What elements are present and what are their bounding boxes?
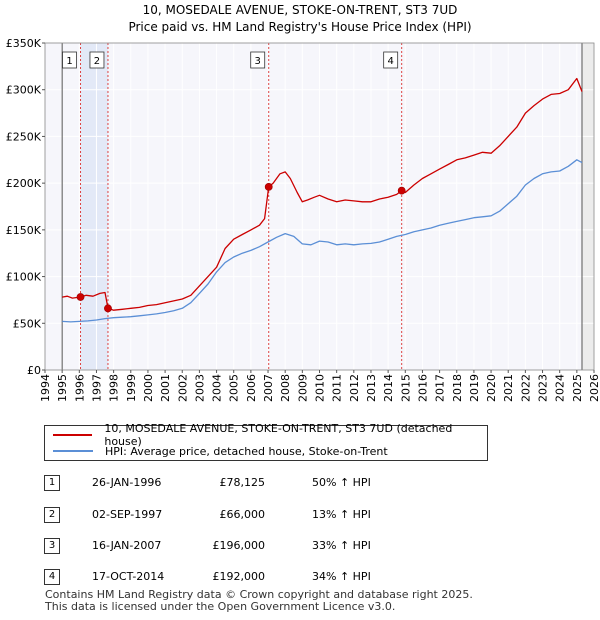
- y-tick-label: £200K: [6, 177, 42, 190]
- transaction-hpi: 13% ↑ HPI: [312, 508, 371, 521]
- legend-label-hpi: HPI: Average price, detached house, Stok…: [105, 444, 388, 458]
- transaction-date: 17-OCT-2014: [92, 570, 165, 583]
- x-tick-label: 2017: [434, 374, 447, 402]
- x-tick-label: 2008: [279, 374, 292, 402]
- property-series-line: [62, 77, 583, 311]
- transaction-badge: 3: [44, 538, 60, 554]
- transaction-badge: 4: [44, 569, 60, 585]
- transaction-box: [89, 51, 105, 69]
- x-tick-label: 2004: [211, 374, 224, 402]
- x-tick-label: 1996: [73, 374, 86, 402]
- transaction-hpi: 33% ↑ HPI: [312, 539, 371, 552]
- x-tick-label: 2014: [382, 374, 395, 402]
- y-tick-label: £150K: [6, 224, 42, 237]
- transaction-price: £78,125: [219, 476, 266, 489]
- x-tick-label: 1995: [56, 374, 69, 402]
- transaction-box-number: 1: [66, 56, 72, 67]
- x-tick-label: 2009: [296, 374, 309, 402]
- x-tick-label: 2015: [399, 374, 412, 402]
- x-tick-label: 2020: [485, 374, 498, 402]
- x-tick-label: 2002: [176, 374, 189, 402]
- x-tick-label: 2022: [519, 374, 532, 402]
- x-tick-label: 2010: [314, 374, 327, 402]
- transaction-price: £196,000: [212, 539, 266, 552]
- x-tick-label: 2007: [262, 374, 275, 402]
- x-tick-label: 2006: [245, 374, 258, 402]
- transaction-label-box: 3: [250, 51, 266, 69]
- transaction-price: £192,000: [212, 570, 266, 583]
- transaction-price: £66,000: [219, 508, 266, 521]
- shaded-range: [80, 43, 108, 370]
- chart-title-line2: Price paid vs. HM Land Registry's House …: [128, 20, 472, 34]
- x-tick-label: 2019: [468, 374, 481, 402]
- x-tick-label: 1997: [90, 374, 103, 402]
- transaction-label-box: 2: [89, 51, 105, 69]
- x-tick-label: 2021: [502, 374, 515, 402]
- transaction-date: 16-JAN-2007: [92, 539, 162, 552]
- price-chart: 1 2 3 4 £0 £50K £100K £150K £200K £250K £300K £350K…: [6, 37, 600, 402]
- x-tick-label: 2018: [451, 374, 464, 402]
- transaction-point: [104, 304, 112, 313]
- transaction-badge: 1: [44, 475, 60, 491]
- x-tick-label: 1994: [39, 374, 52, 402]
- legend-item-property: 10, MOSEDALE AVENUE, STOKE-ON-TRENT, ST3…: [53, 422, 487, 448]
- transaction-box-number: 2: [94, 56, 100, 67]
- legend-swatch-hpi: [53, 450, 93, 452]
- transaction-hpi: 34% ↑ HPI: [312, 570, 371, 583]
- transaction-point: [76, 293, 85, 301]
- chart-legend: 10, MOSEDALE AVENUE, STOKE-ON-TRENT, ST3…: [44, 422, 488, 461]
- transaction-date: 02-SEP-1997: [92, 508, 163, 521]
- y-tick-label: £50K: [13, 317, 42, 330]
- chart-title-line1: 10, MOSEDALE AVENUE, STOKE-ON-TRENT, ST3…: [142, 3, 458, 17]
- x-tick-label: 2011: [331, 374, 344, 402]
- x-tick-label: 2012: [348, 374, 361, 402]
- x-tick-label: 2016: [416, 374, 429, 402]
- x-tick-label: 2005: [228, 374, 241, 402]
- transaction-label-box: 4: [383, 51, 399, 69]
- table-row: 4 17-OCT-2014 £192,000 34% ↑ HPI: [0, 569, 600, 589]
- transaction-box-number: 4: [387, 56, 393, 67]
- legend-label-property: 10, MOSEDALE AVENUE, STOKE-ON-TRENT, ST3…: [104, 422, 453, 448]
- table-row: 1 26-JAN-1996 £78,125 50% ↑ HPI: [0, 475, 600, 495]
- legend-item-hpi: HPI: Average price, detached house, Stok…: [53, 443, 388, 459]
- y-tick-label: £0: [27, 364, 41, 377]
- transaction-point: [264, 182, 273, 191]
- transaction-label-box: 1: [62, 51, 77, 69]
- transaction-badge: 2: [44, 507, 60, 523]
- legend-swatch-property: [53, 434, 93, 436]
- x-tick-label: 2025: [571, 374, 584, 402]
- footer-copyright: Contains HM Land Registry data © Crown c…: [45, 588, 473, 601]
- y-tick-label: £350K: [6, 37, 42, 50]
- x-tick-label: 2013: [365, 374, 378, 402]
- x-tick-label: 2001: [159, 374, 172, 402]
- transaction-box-number: 3: [255, 56, 261, 67]
- y-tick-label: £100K: [6, 271, 42, 284]
- x-tick-label: 2026: [588, 374, 600, 402]
- table-row: 3 16-JAN-2007 £196,000 33% ↑ HPI: [0, 538, 600, 558]
- hpi-series-line: [62, 159, 583, 323]
- table-row: 2 02-SEP-1997 £66,000 13% ↑ HPI: [0, 507, 600, 527]
- x-tick-label: 1998: [108, 374, 121, 402]
- x-tick-label: 2024: [554, 374, 567, 402]
- transaction-point: [397, 186, 406, 195]
- y-tick-label: £300K: [6, 84, 42, 97]
- transaction-box: [250, 51, 266, 69]
- x-tick-label: 2000: [142, 374, 155, 402]
- y-tick-label: £250K: [6, 130, 42, 143]
- transaction-box: [62, 51, 77, 69]
- x-tick-label: 2003: [193, 374, 206, 402]
- footer-licence: This data is licensed under the Open Gov…: [45, 600, 396, 613]
- transaction-hpi: 50% ↑ HPI: [312, 476, 371, 489]
- footer: Contains HM Land Registry data © Crown c…: [45, 589, 473, 613]
- future-region: [581, 43, 594, 370]
- x-tick-label: 1999: [125, 374, 138, 402]
- x-tick-label: 2023: [537, 374, 550, 402]
- transaction-date: 26-JAN-1996: [92, 476, 162, 489]
- transaction-box: [383, 51, 399, 69]
